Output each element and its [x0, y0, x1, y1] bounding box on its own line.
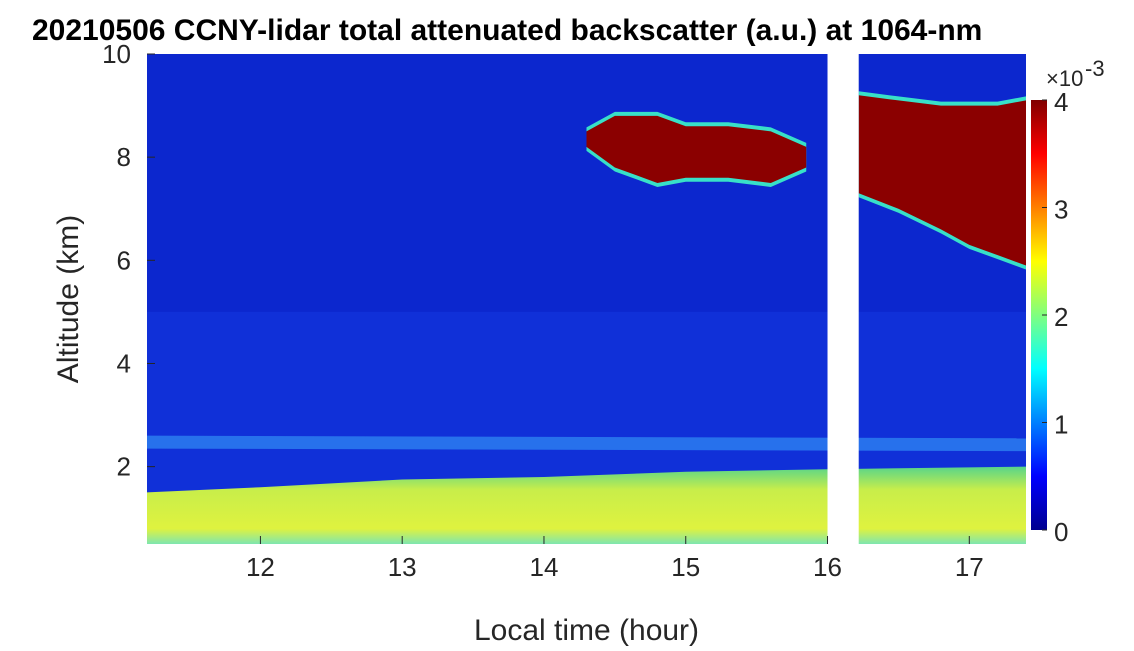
- y-axis-label: Altitude (km): [52, 215, 85, 383]
- boundary-layer: [147, 466, 1026, 544]
- colorbar-tick-label: 2: [1054, 302, 1068, 332]
- cirrus-cloud-2: [858, 95, 1026, 266]
- y-tick-label: 10: [102, 39, 131, 69]
- chart-title: 20210506 CCNY-lidar total attenuated bac…: [32, 14, 982, 47]
- colorbar-tick-label: 0: [1054, 517, 1068, 547]
- data-gap: [827, 54, 859, 544]
- x-tick-label: 12: [246, 552, 275, 582]
- y-axis: 2 4 6 8 10: [102, 39, 155, 482]
- aerosol-layer: [147, 435, 1026, 452]
- colorbar-tick-label: 3: [1054, 195, 1068, 225]
- cirrus-cloud-1: [586, 115, 807, 183]
- colorbar-tick-label: 4: [1054, 87, 1068, 117]
- x-tick-label: 16: [813, 552, 842, 582]
- x-tick-label: 17: [955, 552, 984, 582]
- x-tick-label: 14: [530, 552, 559, 582]
- colorbar-exponent: -3: [1085, 56, 1105, 81]
- y-tick-label: 8: [117, 142, 131, 172]
- colorbar-multiplier: ×10: [1046, 66, 1083, 91]
- x-tick-label: 13: [388, 552, 417, 582]
- y-tick-label: 6: [117, 245, 131, 275]
- colorbar-tick-label: 1: [1054, 410, 1068, 440]
- x-axis-label: Local time (hour): [474, 614, 699, 647]
- x-tick-label: 15: [671, 552, 700, 582]
- colorbar: 0 1 2 3 4 ×10 -3: [1031, 56, 1105, 547]
- y-tick-label: 4: [117, 348, 131, 378]
- y-tick-label: 2: [117, 452, 131, 482]
- heatmap-area: [147, 54, 1026, 544]
- x-axis: 12 13 14 15 16 17: [246, 536, 984, 582]
